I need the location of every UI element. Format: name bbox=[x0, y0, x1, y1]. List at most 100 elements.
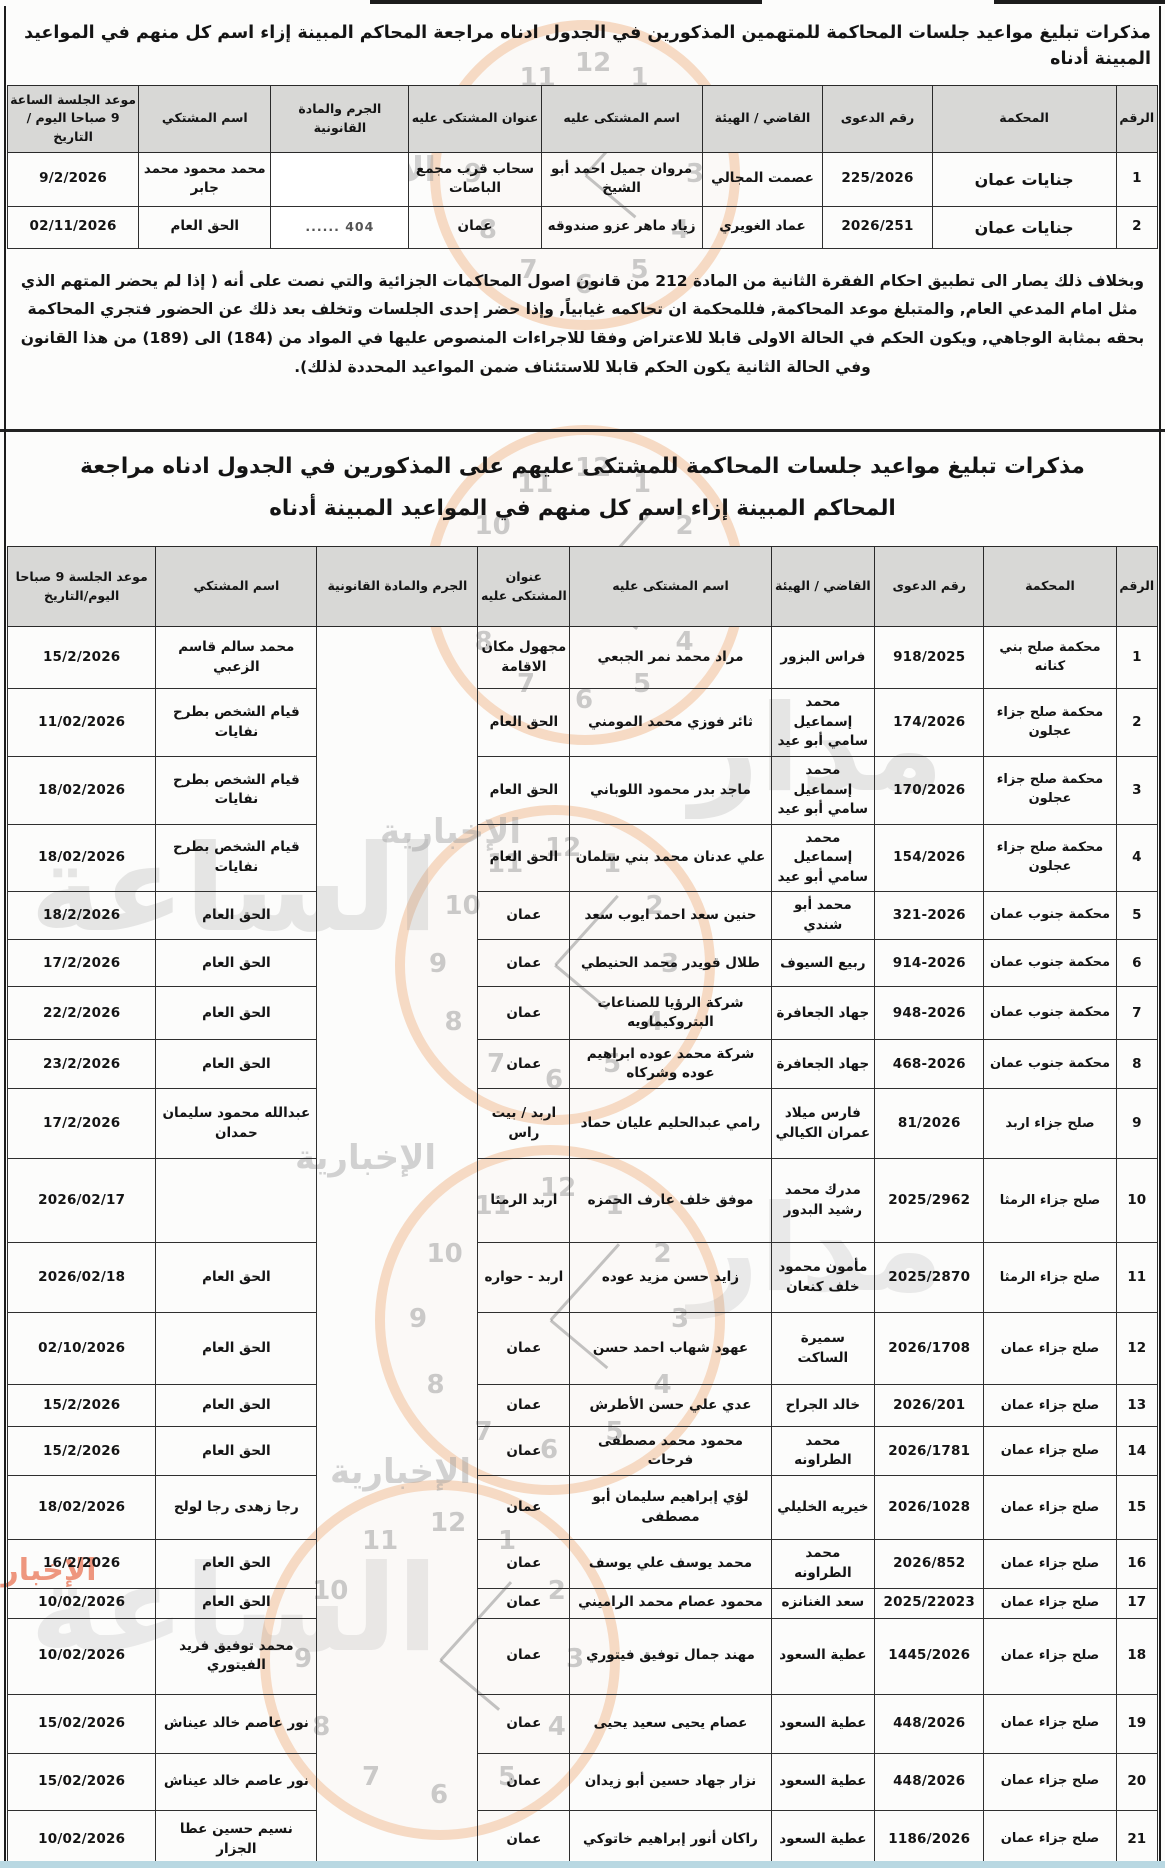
criminal-court-table: الرقم المحكمة رقم الدعوى القاضي / الهيئة اسم… bbox=[6, 84, 1159, 249]
cell-address: الحق العام bbox=[477, 823, 571, 893]
column-header: القاضي / الهيئة bbox=[701, 84, 824, 153]
cell-complainant: الحق العام bbox=[155, 1384, 318, 1428]
cell-court: جنايات عمان bbox=[931, 151, 1117, 207]
cell-num: 1 bbox=[1115, 626, 1159, 690]
table-row: 21 صلح جزاء عمان 1186/2026 عطية السعود راكان… bbox=[6, 1809, 1159, 1868]
cell-num: 15 bbox=[1115, 1475, 1159, 1541]
cell-court: صلح جزاء عمان bbox=[983, 1312, 1117, 1386]
table-row: 14 صلح جزاء عمان 2026/1781 محمد الطراونه محم… bbox=[6, 1426, 1159, 1477]
cell-num: 4 bbox=[1115, 823, 1159, 893]
column-header: موعد الجلسة الساعة 9 صباحا اليوم / التار… bbox=[6, 84, 140, 153]
cell-case: 170/2026 bbox=[874, 755, 985, 825]
cell-complainant: محمد سالم قاسم الزعبي bbox=[155, 626, 318, 690]
cell-address: عمان bbox=[477, 1587, 571, 1619]
cell-case: 2026/1708 bbox=[874, 1312, 985, 1386]
cell-court: صلح جزاء عمان bbox=[983, 1539, 1117, 1589]
cell-date: 23/2/2026 bbox=[6, 1039, 157, 1090]
column-header: المحكمة bbox=[983, 546, 1117, 628]
cell-complainant: محمد محمود محمد جابر bbox=[138, 151, 272, 207]
cell-court: صلح جزاء عمان bbox=[983, 1809, 1117, 1868]
cell-address: عمان bbox=[477, 939, 571, 988]
cell-case: 914-2026 bbox=[874, 939, 985, 988]
cell-defendant: زياد ماهر عزو صندوقه bbox=[540, 205, 703, 249]
cell-case: 154/2026 bbox=[874, 823, 985, 893]
cell-court: صلح جزاء عمان bbox=[983, 1384, 1117, 1428]
cell-complainant: الحق العام bbox=[155, 1242, 318, 1314]
cell-defendant: علي عدنان محمد بني سلمان bbox=[569, 823, 772, 893]
cell-judge: جهاد الجعافرة bbox=[770, 986, 876, 1041]
cell-judge: محمد الطراونه bbox=[770, 1539, 876, 1589]
cell-defendant: موفق خلف عارف الحمزه bbox=[569, 1158, 772, 1244]
cell-judge: عماد الغويري bbox=[701, 205, 824, 249]
cell-defendant: مروان جميل احمد أبو الشيخ bbox=[540, 151, 703, 207]
cell-num: 2 bbox=[1115, 205, 1159, 249]
table-row: 11 صلح جزاء الرمثا 2025/2870 مأمون محمود خل… bbox=[6, 1242, 1159, 1314]
cell-date: 18/02/2026 bbox=[6, 823, 157, 893]
cell-court: محكمة صلح جزاء عجلون bbox=[983, 755, 1117, 825]
cell-case: 1445/2026 bbox=[874, 1617, 985, 1695]
cell-case: 2025/2870 bbox=[874, 1242, 985, 1314]
cell-case: 2026/1781 bbox=[874, 1426, 985, 1477]
column-header: عنوان المشتكى عليه bbox=[477, 546, 571, 628]
table-row: 4 محكمة صلح جزاء عجلون 154/2026 محمد إسماعي… bbox=[6, 823, 1159, 893]
column-header: المحكمة bbox=[931, 84, 1117, 153]
cell-charge: 404 ...... bbox=[270, 205, 410, 249]
cell-num: 2 bbox=[1115, 688, 1159, 757]
table-row: 2 جنايات عمان 2026/251 عماد الغويري زياد ماه… bbox=[6, 205, 1159, 249]
cell-case: 2026/251 bbox=[822, 205, 933, 249]
cell-num: 3 bbox=[1115, 755, 1159, 825]
table-row: 16 صلح جزاء عمان 2026/852 محمد الطراونه محمد… bbox=[6, 1539, 1159, 1589]
cell-complainant: الحق العام bbox=[155, 986, 318, 1041]
column-header: رقم الدعوى bbox=[874, 546, 985, 628]
cell-complainant: الحق العام bbox=[155, 939, 318, 988]
cell-num: 9 bbox=[1115, 1088, 1159, 1160]
document-frame bbox=[4, 6, 1161, 1868]
cell-court: صلح جزاء الرمثا bbox=[983, 1158, 1117, 1244]
cell-case: 1186/2026 bbox=[874, 1809, 985, 1868]
cell-judge: عطية السعود bbox=[770, 1693, 876, 1754]
cell-case: 2026/201 bbox=[874, 1384, 985, 1428]
cell-complainant: نور عاصم خالد عيناش bbox=[155, 1752, 318, 1811]
cell-date: 2026/02/17 bbox=[6, 1158, 157, 1244]
cell-date: 10/02/2026 bbox=[6, 1587, 157, 1619]
column-header: اسم المشتكي bbox=[155, 546, 318, 628]
cell-date: 16/2/2026 bbox=[6, 1539, 157, 1589]
cell-case: 918/2025 bbox=[874, 626, 985, 690]
cell-address: عمان bbox=[477, 1617, 571, 1695]
legal-paragraph-article-212: وبخلاف ذلك يصار الى تطبيق احكام الفقرة ا… bbox=[20, 271, 1145, 376]
cell-num: 7 bbox=[1115, 986, 1159, 1041]
cell-case: 468-2026 bbox=[874, 1039, 985, 1090]
cell-num: 20 bbox=[1115, 1752, 1159, 1811]
column-header: الجرم والمادة القانونية bbox=[270, 84, 410, 153]
table-row: 13 صلح جزاء عمان 2026/201 خالد الجراح عدي عل… bbox=[6, 1384, 1159, 1428]
cell-address: مجهول مكان الاقامة bbox=[477, 626, 571, 690]
column-header: القاضي / الهيئة bbox=[770, 546, 876, 628]
cell-court: صلح جزاء عمان bbox=[983, 1475, 1117, 1541]
cell-judge: مأمون محمود خلف كنعان bbox=[770, 1242, 876, 1314]
cell-address: عمان bbox=[477, 1693, 571, 1754]
cell-defendant: زايد حسن مزيد عوده bbox=[569, 1242, 772, 1314]
cell-num: 19 bbox=[1115, 1693, 1159, 1754]
cell-date: 10/02/2026 bbox=[6, 1809, 157, 1868]
cell-judge: عطية السعود bbox=[770, 1617, 876, 1695]
top-border-fragment bbox=[994, 0, 1165, 4]
cell-case: 321-2026 bbox=[874, 891, 985, 941]
column-header: موعد الجلسة 9 صباحا اليوم/التاريخ bbox=[6, 546, 157, 628]
cell-num: 17 bbox=[1115, 1587, 1159, 1619]
cell-date: 02/10/2026 bbox=[6, 1312, 157, 1386]
cell-court: صلح جزاء عمان bbox=[983, 1693, 1117, 1754]
cell-case: 174/2026 bbox=[874, 688, 985, 757]
cell-judge: محمد إسماعيل سامي أبو عيد bbox=[770, 823, 876, 893]
cell-date: 10/02/2026 bbox=[6, 1617, 157, 1695]
cell-judge: خالد الجراح bbox=[770, 1384, 876, 1428]
cell-judge: خيريه الخليلي bbox=[770, 1475, 876, 1541]
cell-court: محكمة جنوب عمان bbox=[983, 939, 1117, 988]
cell-charge bbox=[270, 151, 410, 207]
cell-complainant: قيام الشخص بطرح نفايات bbox=[155, 755, 318, 825]
table-row: 3 محكمة صلح جزاء عجلون 170/2026 محمد إسماعي… bbox=[6, 755, 1159, 825]
cell-case: 81/2026 bbox=[874, 1088, 985, 1160]
column-header: رقم الدعوى bbox=[822, 84, 933, 153]
cell-num: 14 bbox=[1115, 1426, 1159, 1477]
cell-judge: فراس البزور bbox=[770, 626, 876, 690]
cell-judge: عطية السعود bbox=[770, 1752, 876, 1811]
